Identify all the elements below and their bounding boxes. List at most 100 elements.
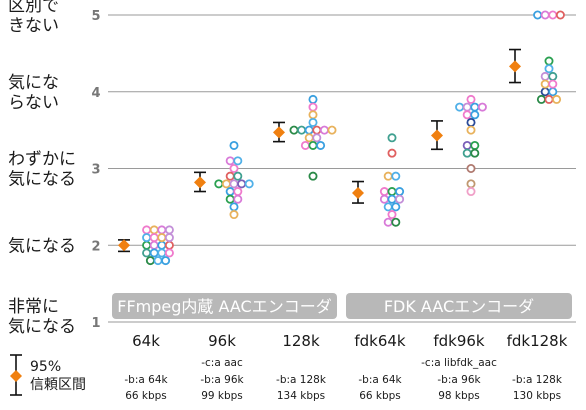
data-point [387,133,397,143]
data-point [470,110,480,120]
data-point [462,102,472,112]
data-point [462,110,472,120]
data-point [540,71,550,81]
data-point [149,225,159,235]
data-point [470,140,480,150]
data-point [462,140,472,150]
x-tick-label: 128k [282,332,320,350]
data-point [383,171,393,181]
data-point [225,187,235,197]
data-point [225,156,235,166]
actual-bitrate: 66 kbps [359,390,401,402]
bitrate-option: -b:a 96k [200,374,244,386]
y-category-label: 気になる [8,236,76,256]
data-point [237,179,247,189]
group-label-box [112,293,337,319]
bitrate-option: -b:a 64k [124,374,168,386]
data-point [395,194,405,204]
data-point [308,102,318,112]
x-tick-label: fdk128k [507,332,568,350]
data-point [229,179,239,189]
data-point [289,125,299,135]
data-point [555,10,565,20]
codec-option: -c:a aac [201,357,243,369]
actual-bitrate: 130 kbps [513,390,561,402]
data-point [540,79,550,89]
data-point [304,133,314,143]
encoder-group-labels: FFmpeg内蔵 AACエンコーダ FDK AACエンコーダ [112,293,572,319]
data-point [544,56,554,66]
data-point [297,125,307,135]
data-point [157,240,167,250]
bitrate-option: -b:a 64k [358,374,402,386]
data-point [379,187,389,197]
data-point [391,171,401,181]
data-point [387,148,397,158]
actual-bitrate: 99 kbps [201,390,243,402]
data-point [225,171,235,181]
actual-bitrate: 66 kbps [125,390,167,402]
y-tick-label: 1 [91,316,100,331]
data-point [157,233,167,243]
data-point [470,148,480,158]
data-point [300,140,310,150]
mean-marker [352,187,364,200]
data-point [387,210,397,220]
x-tick-label: fdk64k [354,332,406,350]
data-point [548,71,558,81]
data-point [455,102,465,112]
y-category-label: わずかに [8,150,76,170]
y-category-label: きない [8,16,59,36]
group-label: FDK AACエンコーダ [384,297,534,316]
y-category-label: 非常に [8,297,59,317]
mean-marker [509,60,521,73]
data-point [164,233,174,243]
data-point [308,117,318,127]
data-point [149,240,159,250]
data-point [536,94,546,104]
data-point [312,125,322,135]
x-tick-label: 64k [132,332,160,350]
data-point [477,102,487,112]
data-point [142,248,152,258]
data-point [466,94,476,104]
x-tick-label: 96k [208,332,236,350]
y-category-label: 区別で [8,0,59,16]
data-point [319,125,329,135]
data-point [145,256,155,266]
data-point [161,256,171,266]
data-point [229,202,239,212]
bitrate-option: -b:a 96k [437,374,481,386]
codec-option: -c:a libfdk_aac [421,357,497,369]
bitrate-option: -b:a 128k [512,374,563,386]
data-point [383,217,393,227]
legend-label: 信頼区間 [30,377,86,393]
data-point [395,187,405,197]
mean-marker [431,129,443,142]
y-tick-label: 3 [91,163,100,178]
group-label: FFmpeg内蔵 AACエンコーダ [117,297,331,316]
y-category-label: 気になる [8,317,76,337]
data-point [391,217,401,227]
data-point [316,140,326,150]
y-tick-label: 4 [91,86,100,101]
data-point [149,233,159,243]
data-point [544,64,554,74]
data-point [387,194,397,204]
data-point [387,187,397,197]
data-point [327,125,337,135]
data-point [540,87,550,97]
data-point [229,210,239,220]
y-tick-label: 2 [91,239,100,254]
data-point [244,179,254,189]
legend-mean-marker [10,370,22,382]
confidence-intervals [118,48,521,253]
data-point [233,156,243,166]
bitrate-option: -b:a 128k [276,374,327,386]
data-point [308,171,318,181]
data-point [233,187,243,197]
data-point [221,179,231,189]
data-point [466,179,476,189]
